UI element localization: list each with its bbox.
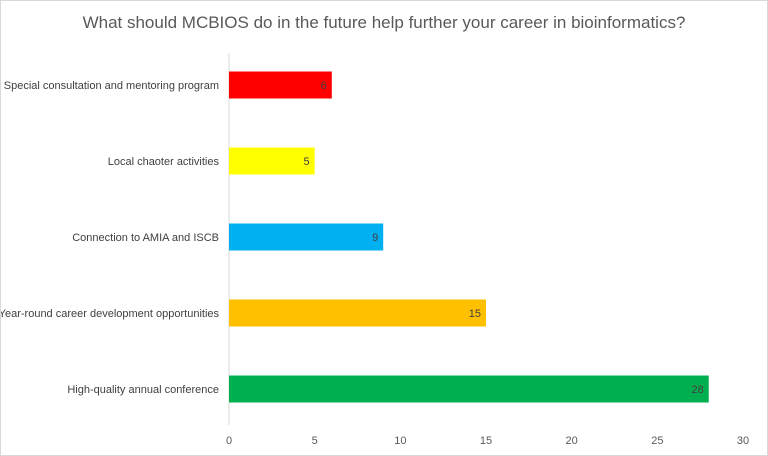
category-label: Special consultation and mentoring progr…	[4, 80, 219, 92]
bar-value-label: 6	[321, 80, 327, 92]
x-tick-label: 10	[394, 435, 406, 447]
bar-value-label: 9	[372, 232, 378, 244]
bars-layer: 6 5 9 15 28	[229, 71, 709, 403]
chart-title: What should MCBIOS do in the future help…	[83, 13, 686, 32]
bar-value-label: 15	[469, 308, 481, 320]
x-tick-label: 0	[226, 435, 232, 447]
bar	[229, 223, 384, 251]
category-label: Year-round career development opportunit…	[1, 308, 220, 320]
x-tick-label: 30	[737, 435, 749, 447]
x-tick-label: 5	[312, 435, 318, 447]
bar-value-label: 5	[304, 156, 310, 168]
bar	[229, 375, 709, 403]
category-label: Local chaoter activities	[108, 156, 220, 168]
bar-value-label: 28	[691, 384, 703, 396]
x-tick-label: 15	[480, 435, 492, 447]
category-label: High-quality annual conference	[67, 384, 219, 396]
x-tick-label: 20	[566, 435, 578, 447]
category-labels-layer: Special consultation and mentoring progr…	[1, 80, 220, 396]
category-label: Connection to AMIA and ISCB	[72, 232, 219, 244]
x-tick-label: 25	[651, 435, 663, 447]
bar	[229, 71, 332, 99]
x-tick-labels-layer: 0 5 10 15 20 25 30	[226, 435, 749, 447]
bar	[229, 299, 486, 327]
bar	[229, 147, 315, 175]
